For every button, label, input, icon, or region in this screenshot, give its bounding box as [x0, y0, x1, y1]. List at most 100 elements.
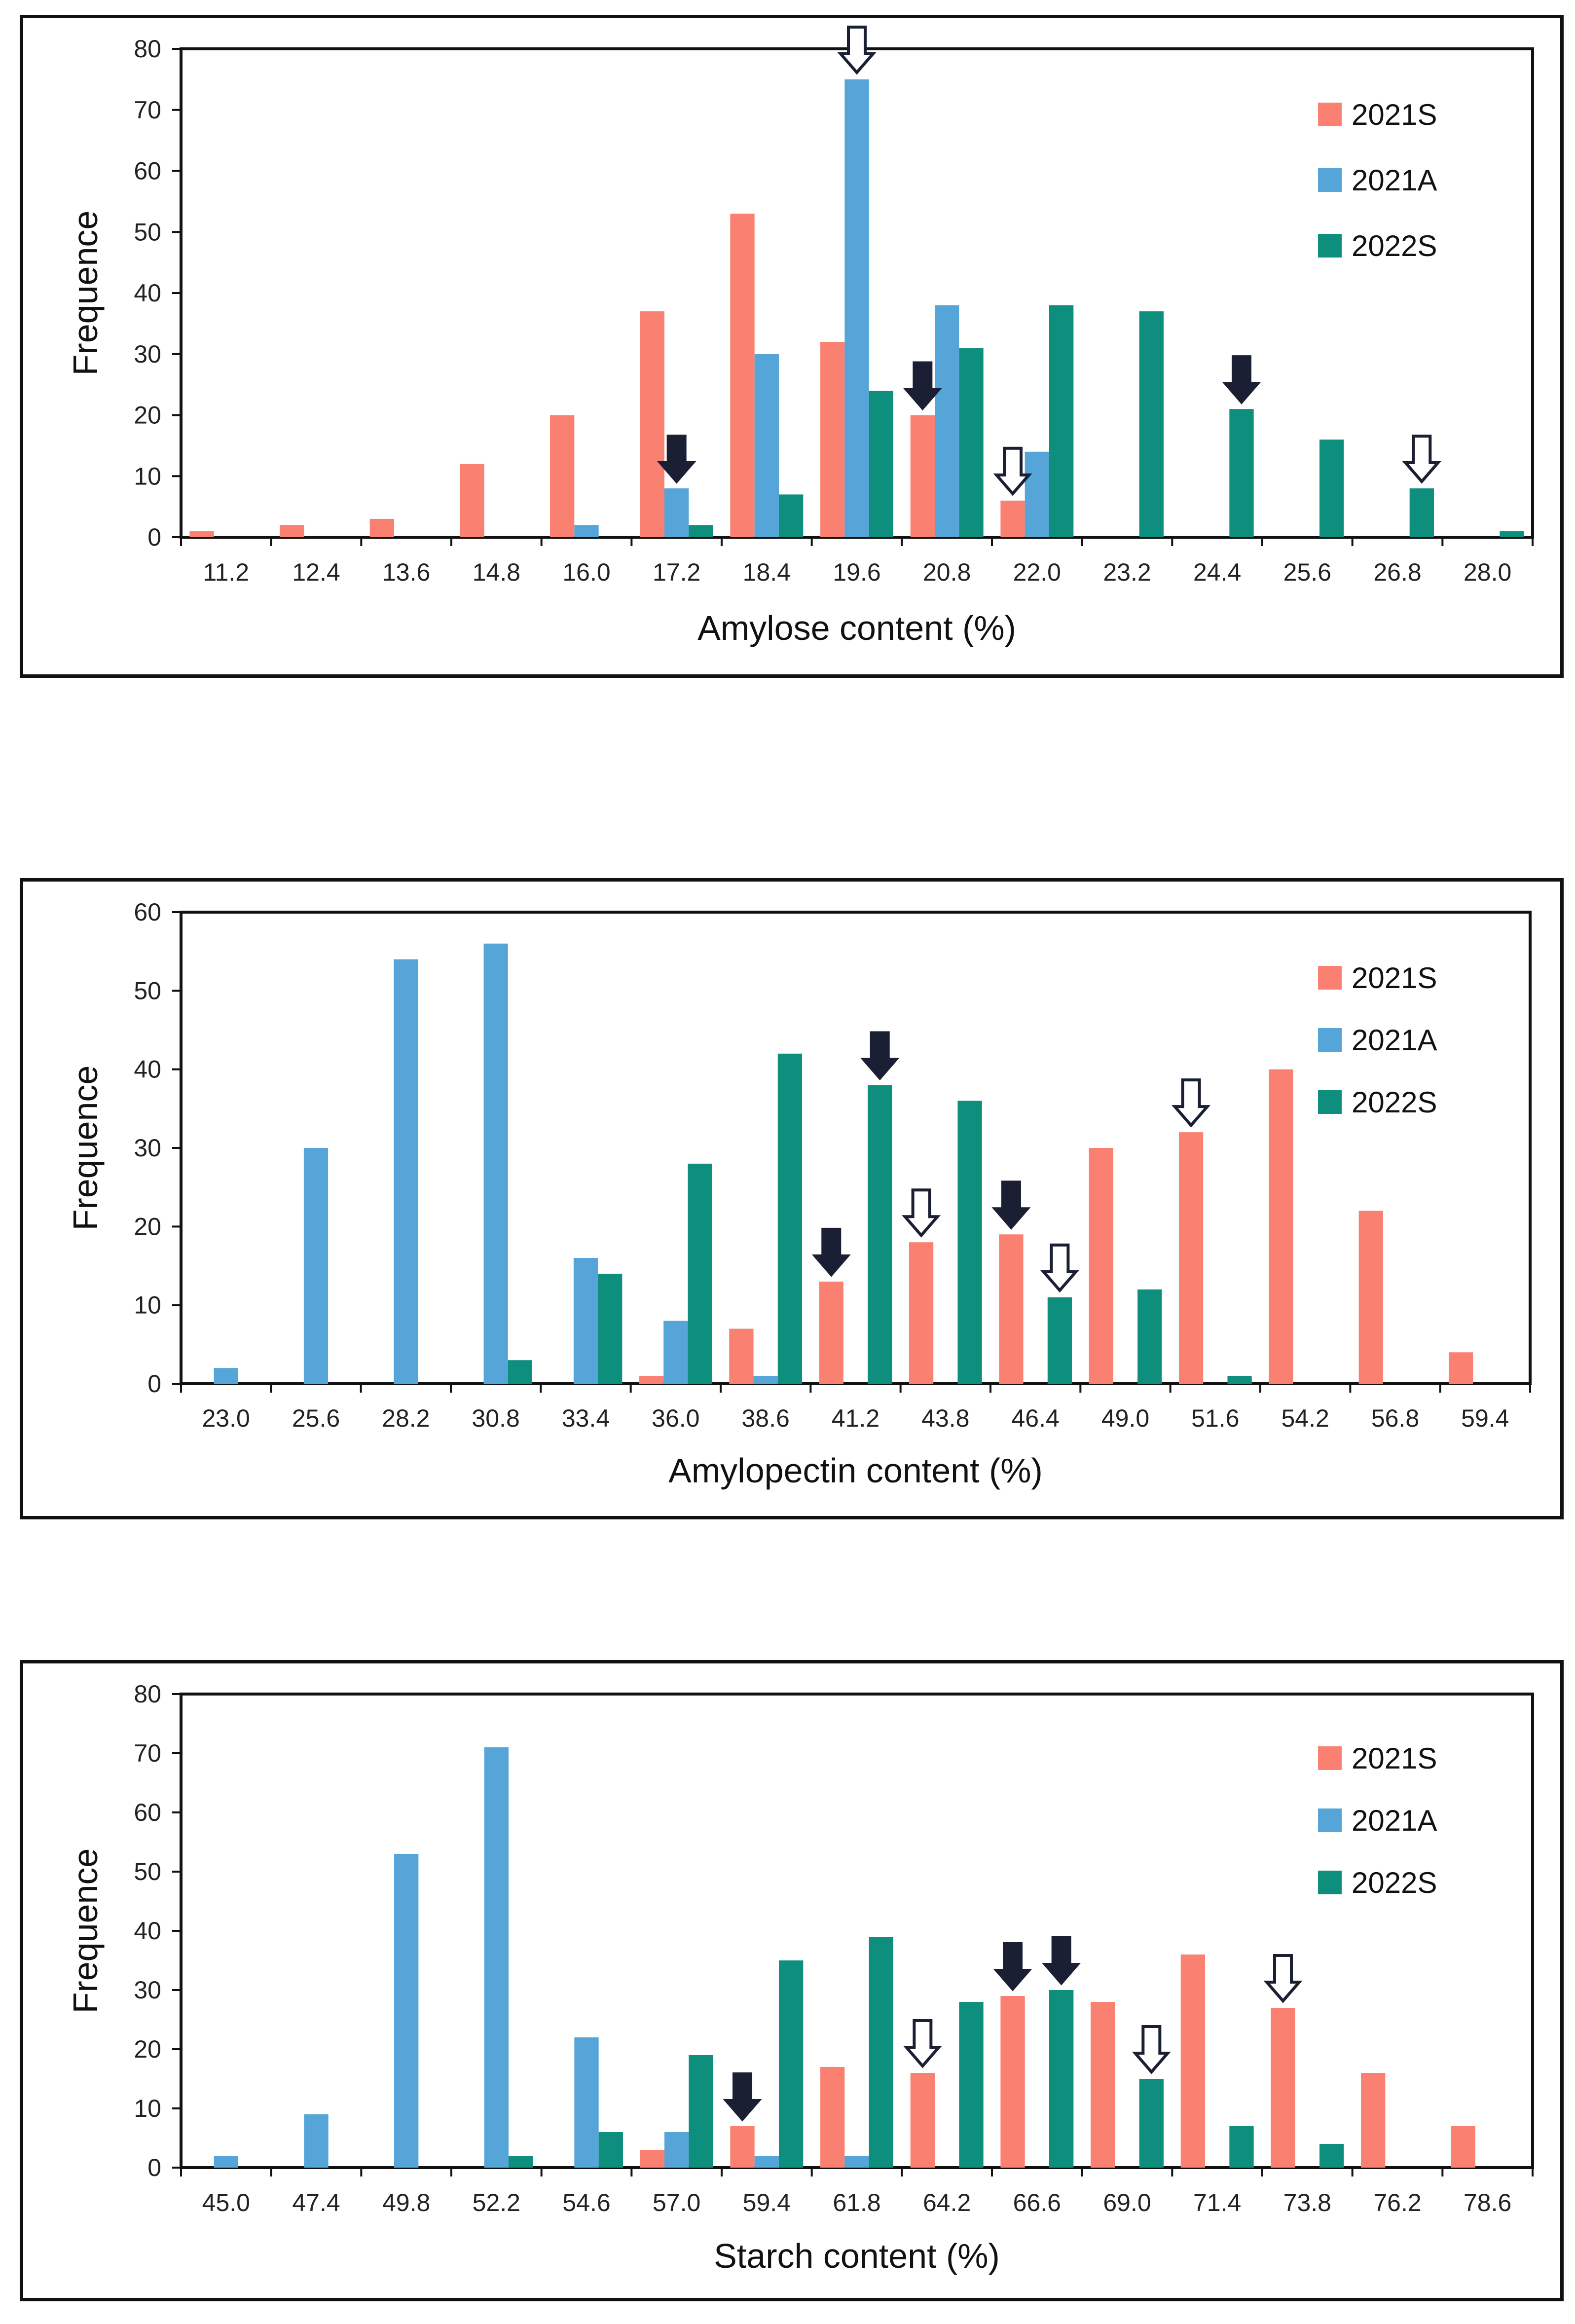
- bar-2021s-17.2: [640, 311, 665, 537]
- y-tick-label: 40: [134, 1917, 161, 1945]
- x-tick-label: 23.0: [202, 1404, 250, 1432]
- x-tick-label: 14.8: [473, 558, 520, 586]
- bar-2021s-13.6: [369, 518, 395, 537]
- filled-arrow-icon: [1042, 1936, 1081, 1986]
- x-tick-label: 18.4: [743, 558, 791, 586]
- x-axis-title: Amylopectin content (%): [668, 1451, 1043, 1490]
- bar-2021a-16.0: [574, 525, 599, 537]
- x-tick-label: 43.8: [921, 1404, 969, 1432]
- x-tick-label: 57.0: [653, 2189, 700, 2216]
- x-tick-label: 36.0: [652, 1404, 699, 1432]
- bar-2022s-46.4: [1047, 1297, 1072, 1384]
- bar-2022s-64.2: [959, 2002, 984, 2168]
- bar-2022s-28.0: [1500, 531, 1524, 537]
- legend-swatch-2022s: [1318, 1090, 1342, 1114]
- x-axis-title: Starch content (%): [714, 2237, 1000, 2275]
- x-tick-label: 16.0: [562, 558, 610, 586]
- filled-arrow-icon: [657, 435, 696, 484]
- y-tick-label: 30: [134, 1976, 161, 2004]
- bar-2022s-23.2: [1139, 311, 1164, 537]
- bar-2021a-36.0: [663, 1321, 688, 1384]
- legend-swatch-2021a: [1318, 1808, 1342, 1832]
- y-tick-label: 60: [134, 157, 161, 185]
- bar-2021s-69.0: [1091, 2002, 1115, 2168]
- y-tick-label: 30: [134, 340, 161, 368]
- legend-swatch-2022s: [1318, 234, 1342, 258]
- bar-2021s-76.2: [1361, 2073, 1386, 2168]
- bar-2021a-61.8: [844, 2156, 869, 2168]
- bar-2022s-36.0: [688, 1163, 712, 1384]
- x-tick-label: 12.4: [292, 558, 340, 586]
- x-tick-label: 38.6: [742, 1404, 790, 1432]
- legend-label-2022s: 2022S: [1352, 1086, 1437, 1119]
- y-tick-label: 50: [134, 1858, 161, 1885]
- bar-2022s-30.8: [508, 1360, 533, 1384]
- bar-2021a-38.6: [753, 1376, 778, 1384]
- y-tick-label: 0: [147, 523, 161, 551]
- bar-2021a-59.4: [754, 2156, 779, 2168]
- hollow-arrow-icon: [1263, 1954, 1303, 2003]
- y-tick-label: 40: [134, 1056, 161, 1083]
- bar-2021s-19.6: [820, 342, 845, 537]
- bar-2021s-38.6: [729, 1328, 754, 1384]
- x-tick-label: 59.4: [743, 2189, 791, 2216]
- y-tick-label: 80: [134, 35, 161, 63]
- hollow-arrow-icon: [837, 25, 877, 75]
- y-tick-label: 50: [134, 977, 161, 1004]
- x-tick-label: 23.2: [1103, 558, 1151, 586]
- x-tick-label: 13.6: [382, 558, 430, 586]
- bar-2022s-49.0: [1137, 1289, 1162, 1384]
- bar-2021s-46.4: [999, 1234, 1024, 1384]
- y-tick-label: 20: [134, 2035, 161, 2063]
- filled-arrow-icon: [903, 361, 942, 411]
- x-tick-label: 11.2: [203, 558, 250, 586]
- legend-swatch-2021s: [1318, 966, 1342, 990]
- bar-2021s-57.0: [640, 2150, 665, 2168]
- legend-swatch-2021s: [1318, 1746, 1342, 1770]
- bar-2021s-20.8: [910, 415, 935, 537]
- hollow-arrow-icon: [1132, 2025, 1171, 2074]
- bar-2021a-23.0: [214, 1368, 238, 1384]
- x-tick-label: 78.6: [1464, 2189, 1511, 2216]
- y-tick-label: 70: [134, 1739, 161, 1767]
- legend-label-2021s: 2021S: [1352, 98, 1437, 131]
- legend-label-2021s: 2021S: [1352, 1742, 1437, 1775]
- bar-2021s-56.8: [1358, 1211, 1383, 1384]
- bar-2022s-69.0: [1139, 2079, 1164, 2168]
- x-tick-label: 52.2: [473, 2189, 520, 2216]
- bar-2021a-33.4: [573, 1258, 598, 1384]
- bar-2021s-12.4: [280, 525, 304, 537]
- bar-2022s-26.8: [1409, 488, 1434, 537]
- bar-2021a-52.2: [484, 1747, 509, 2168]
- y-tick-label: 10: [134, 462, 161, 490]
- x-tick-label: 20.8: [923, 558, 971, 586]
- bar-2022s-54.6: [598, 2132, 623, 2168]
- bar-2022s-41.2: [868, 1085, 892, 1384]
- x-tick-label: 45.0: [202, 2189, 250, 2216]
- y-tick-label: 80: [134, 1680, 161, 1708]
- legend-label-2021s: 2021S: [1352, 961, 1437, 995]
- x-tick-label: 25.6: [292, 1404, 340, 1432]
- legend-swatch-2021s: [1318, 103, 1342, 126]
- bar-2021s-59.4: [1448, 1352, 1473, 1384]
- bar-2021s-71.4: [1180, 1955, 1206, 2168]
- filled-arrow-icon: [991, 1180, 1031, 1230]
- bar-2022s-20.8: [959, 348, 984, 537]
- bar-2022s-38.6: [777, 1053, 803, 1384]
- bar-2022s-51.6: [1227, 1376, 1252, 1384]
- x-tick-label: 22.0: [1013, 558, 1061, 586]
- legend-swatch-2021a: [1318, 1028, 1342, 1052]
- filled-arrow-icon: [993, 1942, 1032, 1992]
- legend-label-2022s: 2022S: [1352, 1866, 1437, 1899]
- x-tick-label: 28.0: [1464, 558, 1511, 586]
- bar-2021s-41.2: [819, 1281, 843, 1384]
- legend-label-2021a: 2021A: [1352, 1024, 1437, 1057]
- y-tick-label: 20: [134, 1213, 161, 1240]
- bar-2021s-49.0: [1089, 1148, 1113, 1384]
- x-tick-label: 64.2: [923, 2189, 971, 2216]
- filled-arrow-icon: [811, 1227, 851, 1277]
- y-tick-label: 10: [134, 2095, 161, 2122]
- legend-swatch-2022s: [1318, 1871, 1342, 1894]
- bar-2022s-19.6: [869, 391, 893, 537]
- bar-2022s-17.2: [689, 525, 713, 537]
